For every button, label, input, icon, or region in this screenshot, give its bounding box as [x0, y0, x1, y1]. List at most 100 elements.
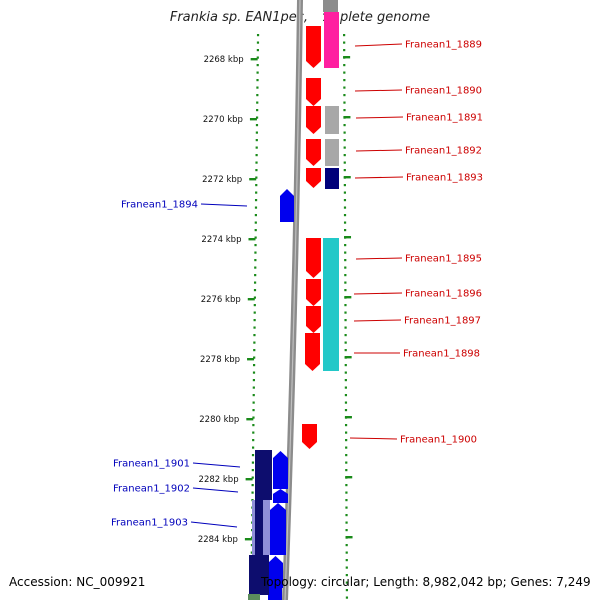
- tick-dot: [253, 349, 256, 352]
- forward-gene-arrow: [306, 306, 321, 333]
- tick-dot: [252, 386, 255, 389]
- label-layer: Franean1_1889 Franean1_1890 Franean1_1891 F…: [111, 40, 483, 529]
- forward-gene-arrow: [306, 78, 321, 106]
- leader-line: [355, 257, 403, 260]
- axis-tick-label: 2272 kbp: [202, 175, 242, 185]
- forward-gene-label: Franean1_1892: [405, 146, 482, 157]
- tick-dot: [345, 544, 348, 547]
- tick-dot: [253, 289, 257, 292]
- tick-dot: [253, 319, 256, 322]
- tick-dot: [344, 349, 347, 352]
- reverse-gene-label: Franean1_1901: [113, 459, 190, 470]
- tick-dot: [252, 379, 256, 382]
- tick-dot: [343, 34, 346, 37]
- tick-dot: [345, 589, 348, 592]
- tick-dot: [251, 454, 255, 457]
- tick-dot: [343, 169, 346, 172]
- tick-dot: [344, 401, 348, 404]
- forward-gene-label: Franean1_1893: [406, 173, 483, 184]
- forward-gene-arrow: [306, 238, 321, 278]
- tick-dot: [343, 131, 346, 134]
- forward-gene-label: Franean1_1898: [403, 349, 480, 360]
- forward-gene-label: Franean1_1890: [405, 86, 482, 97]
- leader-line: [192, 462, 241, 468]
- tick-dot: [251, 484, 254, 487]
- genome-backbone: [282, 0, 303, 600]
- axis-tick-label: 2284 kbp: [198, 535, 238, 545]
- tick-dot: [252, 424, 255, 427]
- tick-dot: [343, 206, 347, 209]
- forward-gene-arrow: [306, 26, 321, 68]
- tick-dot: [344, 371, 347, 374]
- tick-dot: [344, 394, 348, 397]
- gene-block-magenta: [324, 12, 339, 68]
- axis-tick-label: 2276 kbp: [201, 295, 241, 305]
- tick-dot: [252, 364, 256, 367]
- axis-tick-label: 2282 kbp: [199, 475, 239, 485]
- major-tick: [343, 56, 351, 59]
- tick-dot: [256, 71, 259, 74]
- gene-block-cyan: [323, 238, 339, 371]
- tick-dot: [254, 251, 257, 254]
- leader-line: [353, 292, 403, 295]
- major-tick: [248, 238, 256, 241]
- tick-dot: [345, 499, 348, 502]
- gene-block-grey: [323, 0, 338, 12]
- tick-dot: [343, 94, 346, 97]
- tick-dot: [345, 514, 348, 517]
- forward-gene-arrow: [302, 424, 317, 449]
- leader-line: [353, 319, 402, 322]
- tick-dot: [253, 334, 256, 337]
- tick-dot: [254, 229, 257, 232]
- tick-dot: [254, 274, 257, 277]
- tick-dot: [255, 131, 258, 134]
- major-tick: [344, 416, 352, 419]
- tick-dot: [252, 416, 255, 419]
- forward-gene-label: Franean1_1895: [405, 254, 482, 265]
- leader-line: [349, 437, 398, 440]
- tick-dot: [255, 176, 258, 179]
- tick-dot: [344, 341, 347, 344]
- forward-gene-arrow: [305, 333, 320, 371]
- gene-block-green: [248, 594, 260, 600]
- major-tick: [249, 178, 257, 181]
- axis-tick-label: 2278 kbp: [200, 355, 240, 365]
- leader-line: [354, 89, 403, 92]
- tick-dot: [345, 461, 348, 464]
- tick-dot: [343, 191, 347, 194]
- tick-dot: [251, 469, 254, 472]
- tick-dot: [252, 446, 255, 449]
- tick-dot: [251, 476, 254, 479]
- tick-dot: [345, 559, 348, 562]
- tick-dot: [343, 64, 346, 67]
- tick-dot: [343, 86, 346, 89]
- reverse-gene-arrow: [273, 451, 288, 489]
- tick-dot: [254, 206, 258, 209]
- tick-dot: [343, 199, 347, 202]
- gene-block-navy: [325, 168, 339, 189]
- tick-dot: [255, 154, 258, 157]
- tick-dot: [254, 236, 257, 239]
- tick-dot: [253, 304, 256, 307]
- tick-dot: [343, 71, 346, 74]
- tick-dot: [343, 229, 347, 232]
- tick-dot: [344, 386, 347, 389]
- tick-dot: [256, 86, 259, 89]
- major-tick: [247, 358, 255, 361]
- reverse-gene-label: Franean1_1894: [121, 200, 198, 211]
- forward-gene-label: Franean1_1900: [400, 435, 477, 446]
- tick-dot: [345, 506, 348, 509]
- major-tick: [245, 478, 253, 481]
- tick-dot: [344, 409, 348, 412]
- tick-dot: [344, 334, 347, 337]
- leader-line: [190, 521, 238, 528]
- tick-dot: [253, 341, 256, 344]
- tick-dot: [343, 146, 346, 149]
- tick-dot: [253, 356, 256, 359]
- major-tick: [246, 418, 254, 421]
- axis-tick-label: 2274 kbp: [201, 235, 241, 245]
- tick-dot: [345, 596, 349, 599]
- reverse-gene-label: Franean1_1903: [111, 518, 188, 529]
- axis-labels: 2268 kbp 2270 kbp 2272 kbp 2274 kbp 2276 kbp…: [198, 55, 244, 545]
